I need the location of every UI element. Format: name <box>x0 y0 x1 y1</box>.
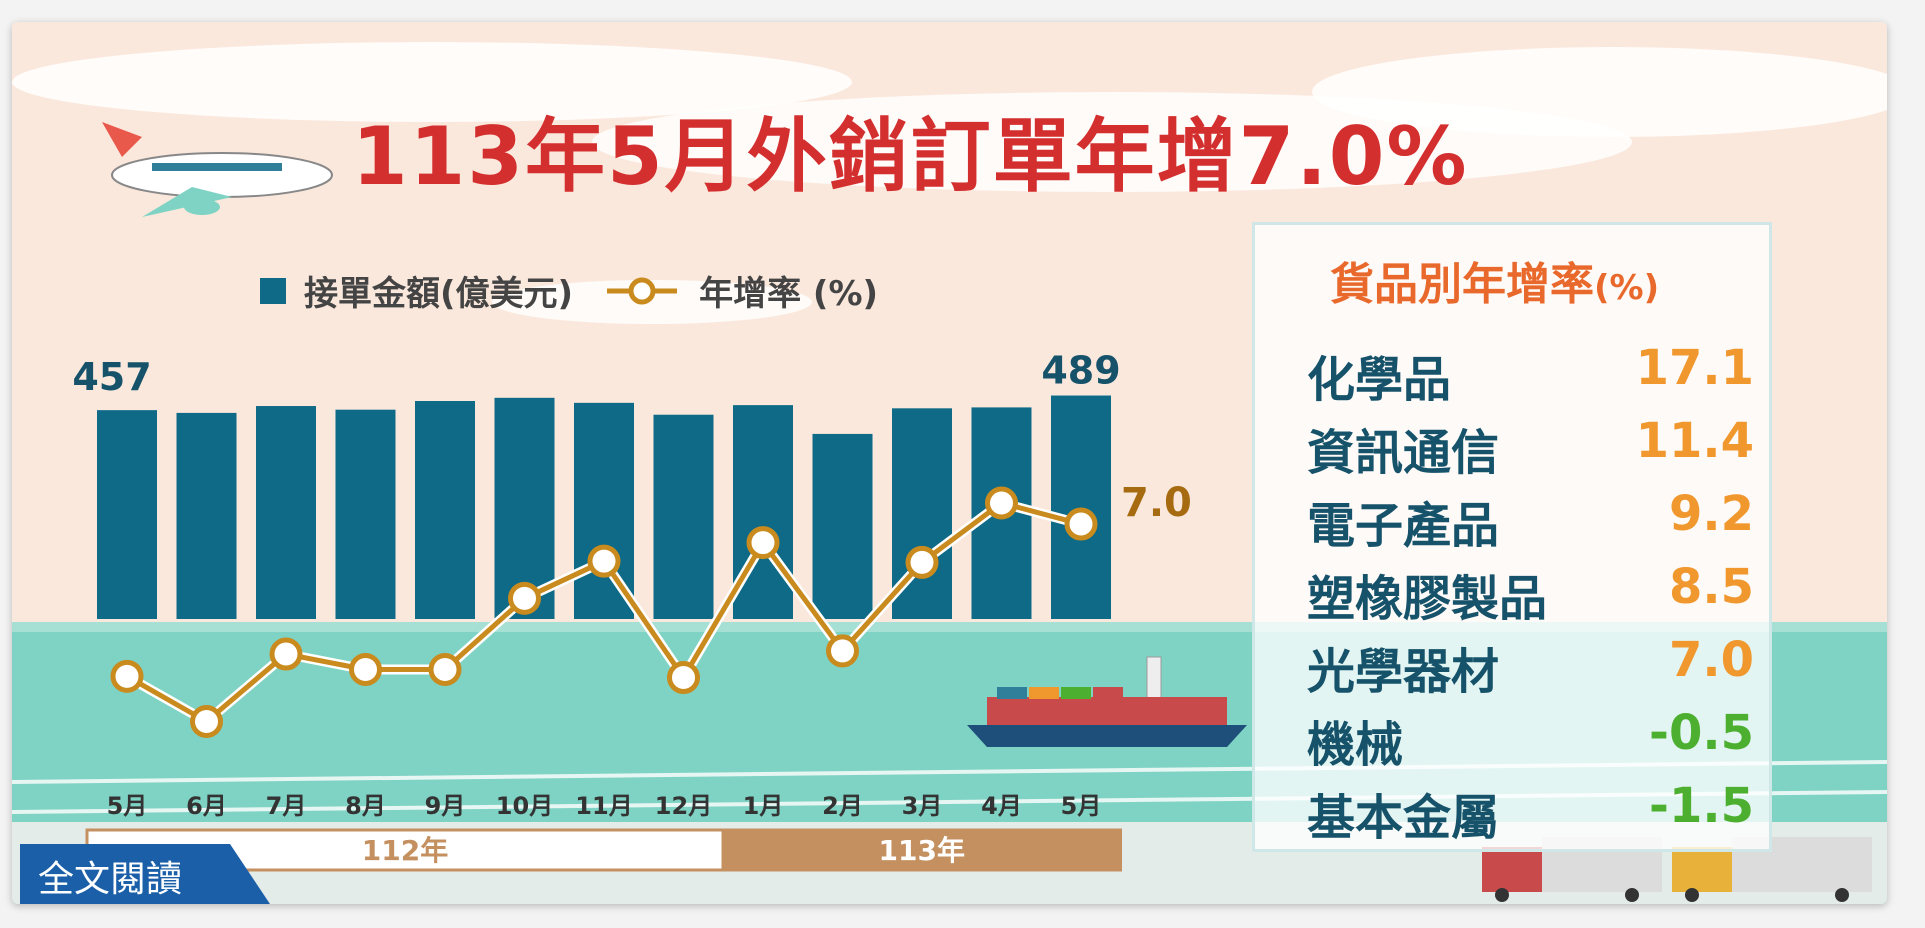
airplane-icon <box>102 122 333 217</box>
line-point <box>905 545 939 579</box>
line-point <box>190 705 223 738</box>
category-name: 光學器材 <box>1307 644 1500 700</box>
legend-line-label: 年增率 (%) <box>699 274 879 314</box>
category-growth-panel <box>1252 222 1772 852</box>
category-name: 機械 <box>1307 717 1404 773</box>
line-point <box>587 544 621 578</box>
legend-line-swatch <box>607 277 678 304</box>
bar <box>1051 395 1111 619</box>
line-point <box>508 581 541 615</box>
bar-data-label: 457 <box>72 355 151 399</box>
bar <box>812 433 873 619</box>
line-point <box>269 637 303 671</box>
x-tick-label: 7月 <box>266 792 307 820</box>
combo-chart: 457 489 7.0 5月 6月 7月 8月 9月 10月 11月 12月 1月 2月 3月 4月 5月 11… <box>72 349 1192 872</box>
category-growth-value: 17.1 <box>1635 340 1754 396</box>
category-name: 基本金屬 <box>1307 790 1500 846</box>
panel-title-text: 貨品別年增率 <box>1330 259 1594 310</box>
x-tick-label: 9月 <box>425 792 466 820</box>
category-name: 資訊通信 <box>1307 425 1500 481</box>
x-tick-label: 1月 <box>743 792 784 820</box>
x-tick-label: 8月 <box>345 792 386 820</box>
bar <box>653 414 714 619</box>
bar <box>335 409 396 619</box>
legend-bar-label: 接單金額(億美元) <box>304 274 574 314</box>
line-data-label: 7.0 <box>1121 480 1192 526</box>
x-tick-label: 12月 <box>655 792 712 820</box>
bar <box>415 401 475 619</box>
legend-bar-swatch <box>260 277 286 304</box>
x-tick-label: 3月 <box>902 792 943 820</box>
bar <box>256 406 316 619</box>
category-name: 塑橡膠製品 <box>1307 571 1548 627</box>
bar <box>176 412 237 619</box>
x-tick-label: 5月 <box>107 792 148 820</box>
category-name: 化學品 <box>1307 352 1452 408</box>
line-point <box>667 661 700 695</box>
category-name: 電子產品 <box>1307 498 1500 554</box>
bar-data-label: 489 <box>1041 349 1120 393</box>
year-group-bar <box>721 828 1122 872</box>
year-group-label: 112年 <box>362 834 448 867</box>
x-tick-label: 2月 <box>822 792 863 820</box>
line-point <box>349 653 382 687</box>
line-point <box>1064 507 1098 541</box>
panel-title: 貨品別年增率(%) <box>1330 248 1659 312</box>
read-full-text-button-bg[interactable] <box>20 844 270 904</box>
page-title: 113年5月外銷訂單年增7.0% <box>352 110 1469 203</box>
x-tick-label: 11月 <box>575 792 632 820</box>
year-group-label: 113年 <box>879 834 965 867</box>
category-growth-value: -0.5 <box>1649 705 1754 761</box>
category-growth-value: 11.4 <box>1635 413 1754 469</box>
category-growth-value: -1.5 <box>1649 778 1754 834</box>
category-growth-value: 9.2 <box>1668 486 1754 542</box>
panel-title-unit: (%) <box>1594 268 1660 308</box>
container-ship-icon <box>967 656 1247 747</box>
chart-legend: 接單金額(億美元) 年增率 (%) <box>260 266 878 315</box>
bar <box>97 410 157 619</box>
read-full-text-button[interactable]: 全文閱讀 <box>38 859 183 900</box>
category-growth-value: 8.5 <box>1668 559 1754 615</box>
x-tick-label: 6月 <box>186 792 227 820</box>
line-point <box>985 486 1018 520</box>
x-tick-label: 4月 <box>981 792 1022 820</box>
line-point <box>826 634 859 668</box>
line-point <box>110 659 144 693</box>
infographic-card: 113年5月外銷訂單年增7.0% 接單金額(億美元) 年增率 (%) 457 48… <box>12 22 1887 904</box>
x-tick-label: 10月 <box>496 792 553 820</box>
x-tick-label: 5月 <box>1061 792 1102 820</box>
line-point <box>428 653 462 687</box>
line-point <box>746 526 780 560</box>
category-growth-value: 7.0 <box>1668 632 1754 688</box>
